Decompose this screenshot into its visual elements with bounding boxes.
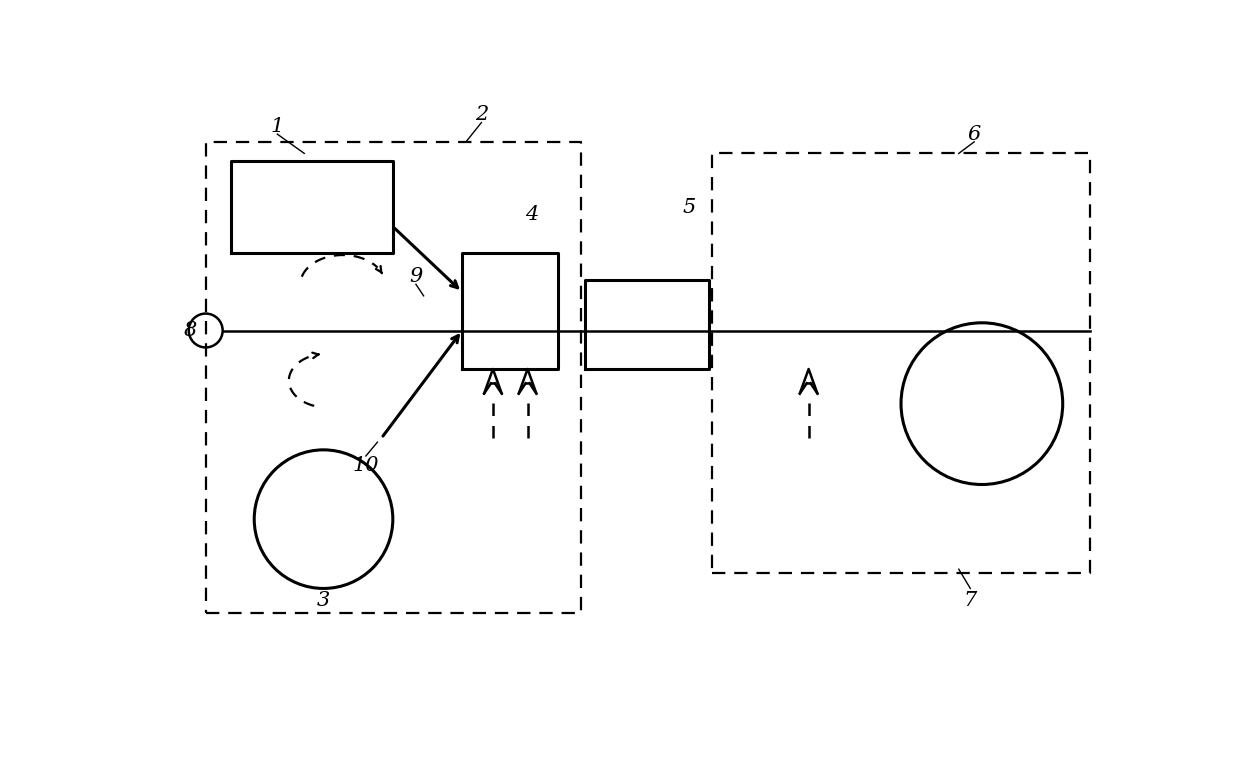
Text: 5: 5 [683,198,696,216]
Text: 9: 9 [409,267,422,286]
Text: 2: 2 [475,106,488,125]
Text: 7: 7 [964,591,976,610]
Text: 1: 1 [270,117,284,136]
Text: 6: 6 [968,125,981,144]
Text: 3: 3 [317,591,330,610]
Text: 4: 4 [525,206,538,224]
Text: 8: 8 [183,321,197,340]
Text: 10: 10 [353,456,379,475]
